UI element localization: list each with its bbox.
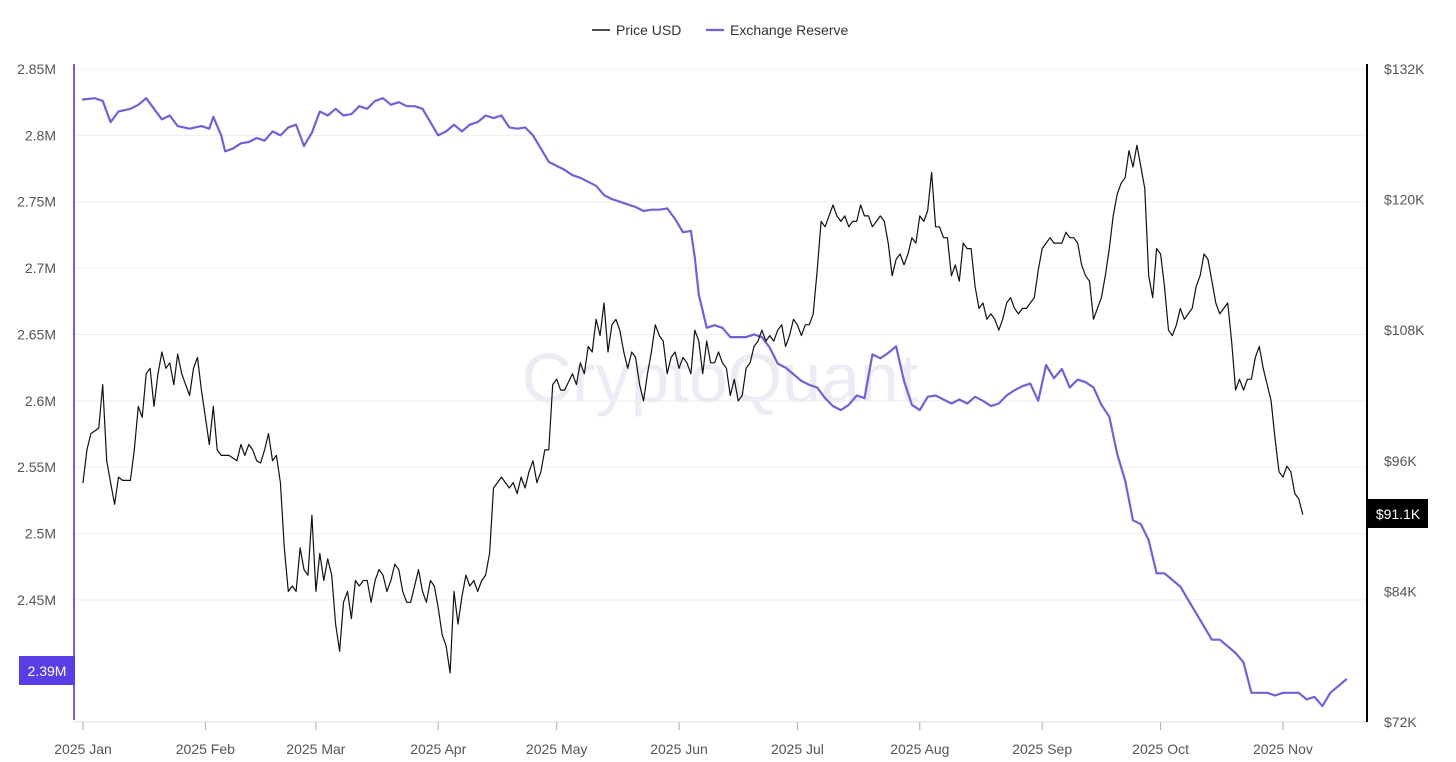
x-tick-label: 2025 Aug: [890, 741, 949, 757]
price-current-value-badge: $91.1K: [1368, 499, 1428, 528]
left-tick-label: 2.8M: [25, 127, 56, 143]
right-tick-label: $72K: [1384, 714, 1417, 730]
left-tick-label: 2.6M: [25, 393, 56, 409]
price-badge-label: $91.1K: [1376, 506, 1421, 522]
left-axis: 2.85M 2.8M 2.75M 2.7M 2.65M 2.6M 2.55M 2.5M 2.45…: [17, 61, 75, 720]
left-tick-label: 2.7M: [25, 260, 56, 276]
x-tick-label: 2025 Oct: [1132, 741, 1189, 757]
legend-reserve-label: Exchange Reserve: [730, 22, 849, 38]
left-tick-label: 2.65M: [17, 326, 56, 342]
x-axis: 2025 Jan 2025 Feb 2025 Mar 2025 Apr 2025 May…: [54, 722, 1313, 757]
x-tick-label: 2025 Feb: [176, 741, 235, 757]
right-tick-label: $96K: [1384, 453, 1417, 469]
right-tick-label: $120K: [1384, 192, 1425, 208]
price-usd-line: [82, 144, 1304, 674]
legend-item-reserve[interactable]: Exchange Reserve: [706, 22, 849, 38]
x-tick-label: 2025 Jan: [54, 741, 112, 757]
x-tick-label: 2025 Mar: [286, 741, 345, 757]
left-tick-label: 2.45M: [17, 592, 56, 608]
left-tick-label: 2.85M: [17, 61, 56, 77]
price-badge-bg: [1368, 499, 1428, 528]
x-tick-label: 2025 Nov: [1253, 741, 1313, 757]
legend[interactable]: Price USD Exchange Reserve: [592, 22, 849, 38]
right-tick-label: $108K: [1384, 322, 1425, 338]
legend-price-label: Price USD: [616, 22, 681, 38]
grid-lines: [74, 68, 1367, 723]
left-tick-label: 2.55M: [17, 459, 56, 475]
legend-item-price[interactable]: Price USD: [592, 22, 681, 38]
right-axis: $132K $120K $108K $96K $84K $72K: [1366, 61, 1425, 730]
left-tick-label: 2.5M: [25, 526, 56, 542]
reserve-current-value-badge: 2.39M: [19, 656, 75, 685]
left-tick-label: 2.75M: [17, 194, 56, 210]
x-tick-label: 2025 Sep: [1012, 741, 1072, 757]
reserve-badge-bg: [19, 656, 75, 685]
x-tick-label: 2025 Jun: [650, 741, 708, 757]
exchange-reserve-line: [81, 97, 1348, 708]
watermark-text: CryptoQuant: [522, 339, 919, 417]
reserve-badge-label: 2.39M: [28, 663, 67, 679]
x-tick-label: 2025 May: [526, 741, 587, 757]
x-tick-label: 2025 Apr: [410, 741, 466, 757]
right-tick-label: $132K: [1384, 61, 1425, 77]
x-tick-label: 2025 Jul: [771, 741, 824, 757]
right-tick-label: $84K: [1384, 583, 1417, 599]
